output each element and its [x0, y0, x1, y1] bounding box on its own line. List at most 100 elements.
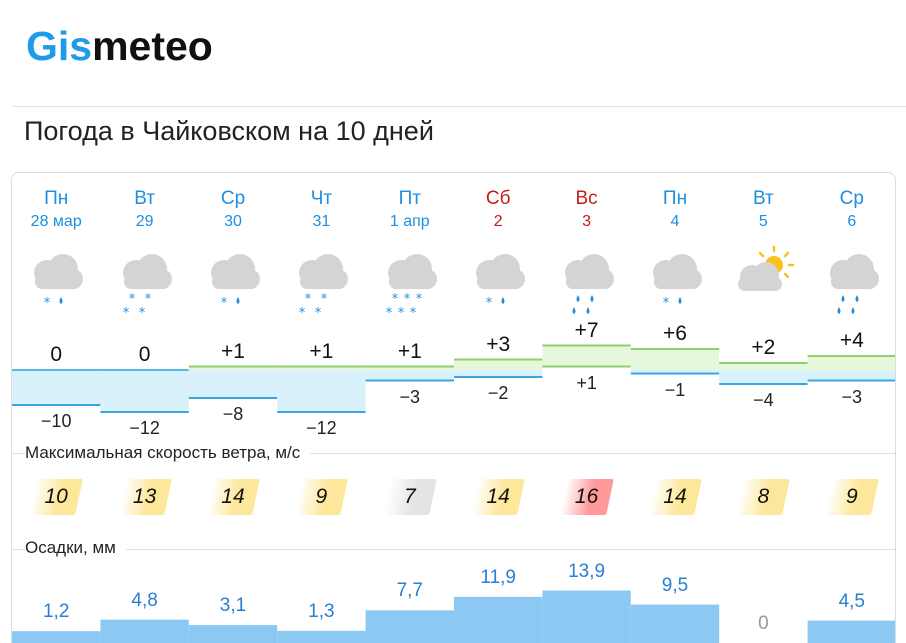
day-name: Пн [662, 188, 688, 209]
day-date: 1 апр [389, 213, 430, 230]
day-column[interactable]: Вт 5 +2 −4 8 0 [719, 173, 807, 643]
temp-cold-band [454, 370, 543, 377]
temp-cold-band [12, 370, 101, 405]
wind-badge: 14 [648, 479, 702, 515]
wind-badge: 13 [117, 479, 172, 515]
svg-text:*: * [404, 292, 411, 307]
max-temperature: +1 [309, 339, 334, 363]
temp-warm-band [365, 366, 454, 370]
precip-bar [365, 610, 454, 643]
max-temperature: +3 [486, 332, 511, 356]
wind-speed: 9 [845, 485, 858, 508]
svg-text:*: * [44, 296, 51, 311]
wind-badge: 9 [824, 479, 879, 515]
wind-badge: 8 [736, 479, 791, 515]
day-date: 29 [135, 213, 154, 230]
svg-text:*: * [486, 296, 493, 311]
day-name: Чт [310, 188, 333, 209]
wind-badge: 14 [471, 479, 526, 515]
svg-text:*: * [299, 306, 306, 321]
min-temperature: −10 [40, 411, 72, 431]
precip-amount: 7,7 [396, 580, 423, 602]
header-divider [12, 106, 906, 107]
wind-speed: 16 [574, 485, 599, 508]
wind-badge: 9 [294, 479, 349, 515]
temp-warm-band [277, 366, 366, 370]
cloud-snow-rain-icon: * [23, 245, 89, 323]
temp-cold-band [630, 370, 720, 374]
cloud-snow-icon: * * * * [288, 245, 354, 323]
wind-speed: 14 [486, 485, 510, 508]
svg-text:*: * [315, 306, 322, 321]
gismeteo-logo[interactable]: Gismeteo [26, 26, 213, 67]
min-temperature: −1 [664, 379, 686, 400]
precip-bar [542, 590, 631, 643]
precip-bar [100, 619, 189, 643]
min-temperature: −2 [487, 383, 509, 403]
day-column[interactable]: Пт 1 апр * * * * * * +1 −3 7 7,7 [366, 173, 454, 643]
cloud-snow-rain-icon: * [465, 245, 531, 323]
temp-warm-band [807, 356, 895, 370]
day-column[interactable]: Пн 4 * +6 −1 14 9,5 [631, 173, 719, 643]
day-date: 4 [670, 213, 680, 230]
temp-warm-band [454, 359, 543, 370]
temp-cold-band [365, 370, 454, 381]
day-date: 3 [582, 213, 592, 230]
sun-cloud-icon [730, 245, 796, 323]
day-column[interactable]: Вт 29 * * * * 0 −12 13 4,8 [100, 173, 188, 643]
svg-text:*: * [392, 292, 399, 307]
wind-speed: 8 [757, 485, 770, 508]
precip-amount: 4,5 [838, 590, 865, 612]
svg-text:*: * [386, 306, 393, 321]
day-date: 28 мар [30, 213, 82, 230]
min-temperature: −3 [841, 386, 863, 407]
max-temperature: +6 [663, 322, 687, 345]
day-name: Пн [44, 188, 69, 209]
svg-text:*: * [122, 306, 129, 321]
day-date: 30 [224, 213, 242, 230]
page-title: Погода в Чайковском на 10 дней [24, 116, 434, 146]
min-temperature: −4 [753, 390, 774, 410]
svg-text:*: * [321, 292, 328, 307]
wind-speed: 14 [221, 485, 245, 508]
precip-bar [454, 596, 543, 643]
wind-badge: 14 [206, 479, 260, 515]
wind-speed: 7 [403, 485, 416, 508]
day-column[interactable]: Пн 28 мар * 0 −10 10 1,2 [12, 173, 100, 643]
day-name: Вс [575, 188, 598, 209]
svg-text:*: * [663, 296, 670, 311]
precip-bar [12, 631, 101, 643]
day-name: Ср [220, 188, 246, 209]
day-column[interactable]: Чт 31 * * * * +1 −12 9 1,3 [277, 173, 365, 643]
logo-part-gis: Gis [26, 23, 93, 69]
day-column[interactable]: Сб 2 * +3 −2 14 11,9 [454, 173, 542, 643]
max-temperature: 0 [50, 343, 63, 366]
precip-amount: 1,3 [308, 600, 335, 622]
precip-amount: 11,9 [480, 566, 516, 588]
max-temperature: +2 [751, 336, 776, 359]
day-column[interactable]: Ср 6 +4 −3 9 4,5 [808, 173, 895, 643]
day-column[interactable]: Вс 3 +7 +1 16 13,9 [542, 173, 630, 643]
precip-amount: 0 [758, 613, 769, 634]
cloud-snow-icon: * * * * [112, 245, 178, 323]
precip-amount: 13,9 [568, 560, 606, 582]
day-date: 6 [847, 213, 857, 230]
wind-speed: 10 [44, 485, 68, 508]
precip-amount: 4,8 [131, 589, 158, 611]
svg-text:*: * [138, 306, 145, 321]
cloud-rain-icon [819, 245, 885, 323]
svg-text:*: * [416, 292, 423, 307]
precip-amount: 3,1 [219, 595, 247, 617]
day-name: Пт [398, 188, 421, 209]
day-date: 5 [758, 213, 768, 230]
wind-speed: 14 [663, 485, 687, 508]
precip-bar [630, 604, 720, 643]
precip-amount: 9,5 [661, 574, 689, 596]
day-date: 31 [312, 213, 331, 230]
precip-section-label: Осадки, мм [25, 538, 126, 558]
temp-warm-band [188, 366, 278, 370]
temp-cold-band [807, 370, 895, 381]
max-temperature: +7 [574, 318, 599, 342]
day-column[interactable]: Ср 30 * +1 −8 14 3,1 [189, 173, 277, 643]
precip-bar [188, 625, 278, 643]
